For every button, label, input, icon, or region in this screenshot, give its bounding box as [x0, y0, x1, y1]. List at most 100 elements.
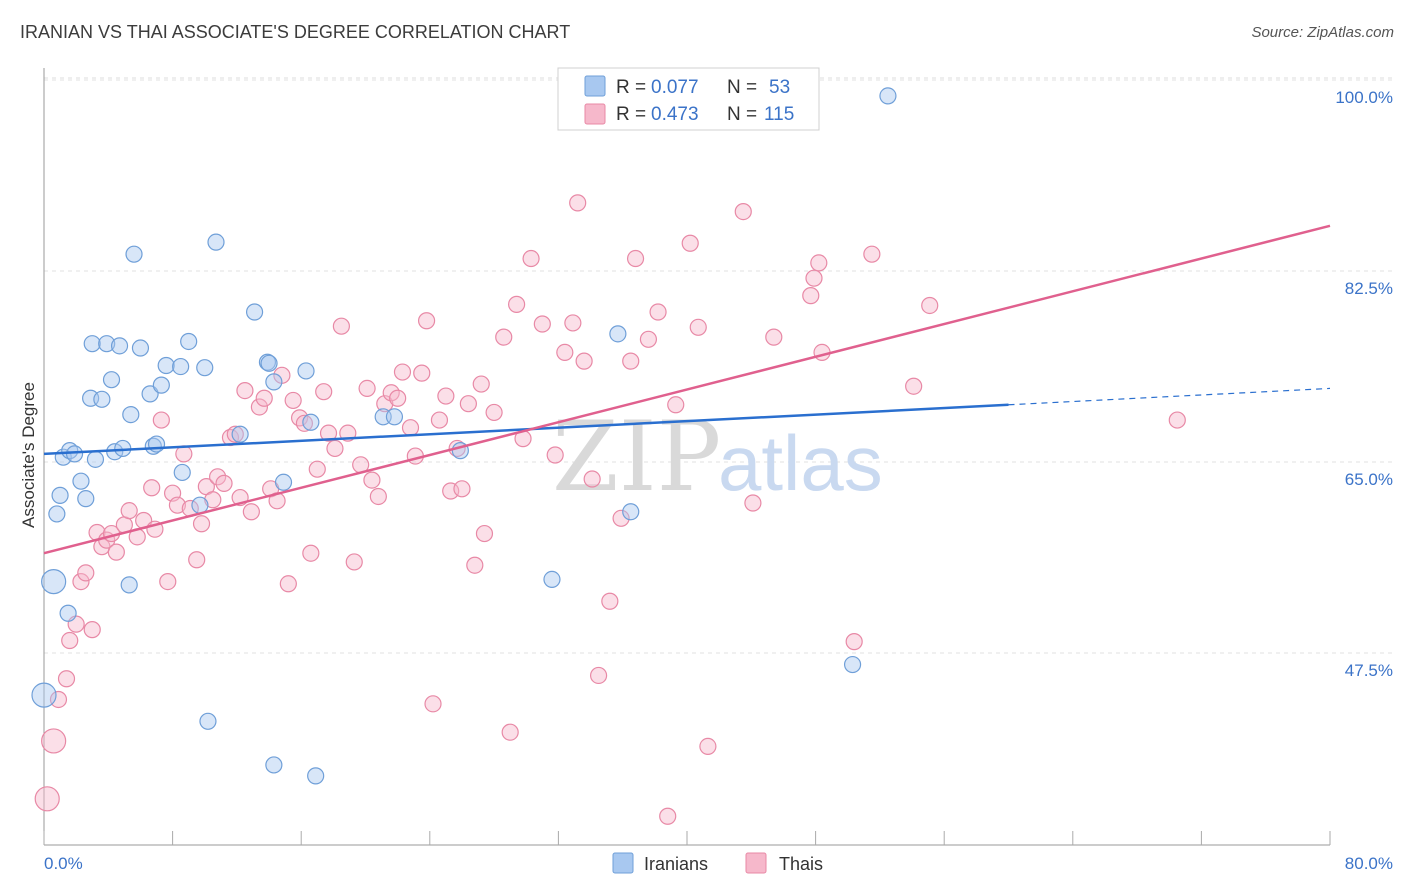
- thai-point: [813, 343, 831, 361]
- thai-point: [209, 468, 227, 486]
- watermark: ZIP atlas: [552, 401, 883, 513]
- thai-point: [49, 690, 68, 709]
- thai-point: [332, 317, 350, 335]
- thai-point: [845, 633, 863, 651]
- iranian-point: [31, 682, 57, 708]
- iranian-point: [385, 408, 404, 426]
- thai-point: [522, 249, 540, 268]
- iranian-point: [260, 354, 278, 372]
- thai-point: [1168, 411, 1186, 429]
- legend-n-label-thais: N =: [727, 104, 757, 125]
- iranian-point: [77, 490, 95, 508]
- thai-point: [401, 419, 420, 437]
- iranian-point: [41, 568, 67, 595]
- thai-point: [302, 544, 320, 562]
- iranian-point: [110, 337, 129, 355]
- iranian-point: [302, 413, 320, 431]
- thai-point: [389, 389, 407, 407]
- thai-point: [863, 245, 881, 263]
- thai-point: [569, 194, 587, 212]
- legend-n-value-thais: 115: [764, 104, 794, 125]
- legend-r-value-thais: 0.473: [651, 104, 699, 125]
- thai-point: [61, 631, 79, 650]
- thai-point: [41, 728, 67, 754]
- bottom-legend-swatch-iranians: [612, 852, 634, 874]
- thai-point: [564, 314, 582, 332]
- legend-swatch-iranians: [584, 75, 606, 97]
- thai-point: [345, 553, 363, 571]
- thai-point: [533, 315, 551, 333]
- iranian-point: [83, 335, 101, 353]
- iranian-point: [120, 576, 138, 594]
- thai-point: [295, 414, 314, 432]
- iranian-point: [86, 450, 105, 468]
- thai-point: [649, 303, 667, 321]
- iranian-point: [543, 570, 561, 589]
- thai-point: [369, 487, 387, 506]
- thai-point: [453, 480, 471, 498]
- iranian-point: [196, 359, 214, 377]
- legend-r-label-thais: R =: [616, 104, 646, 125]
- thai-point: [699, 737, 717, 756]
- iranian-point: [265, 373, 283, 391]
- thai-point: [417, 312, 436, 330]
- thai-point: [250, 398, 269, 416]
- iranian-point: [157, 356, 175, 375]
- thai-point: [612, 509, 630, 527]
- thai-point: [639, 330, 658, 348]
- thai-points: [34, 194, 1186, 825]
- thai-point: [159, 572, 177, 591]
- thai-point: [77, 564, 95, 582]
- thai-point: [242, 503, 260, 521]
- iranian-point: [199, 712, 217, 730]
- iranian-point: [622, 503, 640, 521]
- thai-point: [83, 621, 101, 639]
- x-tick-label-max: 80.0%: [1345, 854, 1393, 873]
- iranian-point: [72, 472, 90, 490]
- iranian-point: [141, 385, 159, 403]
- thai-point: [315, 383, 333, 401]
- thai-point: [601, 592, 619, 610]
- chart-source: Source: ZipAtlas.com: [1251, 24, 1394, 41]
- thai-point: [290, 409, 309, 427]
- iranian-point: [274, 473, 293, 491]
- thai-point: [472, 375, 490, 393]
- iranian-point: [231, 425, 249, 443]
- iranian-point: [609, 325, 627, 343]
- thai-point: [376, 395, 394, 413]
- x-ticks: [43, 831, 1331, 845]
- thai-point: [459, 395, 477, 413]
- legend-n-label-iranians: N =: [727, 77, 757, 98]
- thai-point: [413, 364, 431, 382]
- thai-point: [192, 515, 211, 533]
- thai-point: [143, 479, 161, 497]
- thai-point: [689, 318, 707, 336]
- y-tick-label: 65.0%: [1345, 470, 1393, 489]
- bottom-legend-label-iranians: Iranians: [644, 854, 708, 874]
- stats-legend: R = 0.077 N = 53 R = 0.473 N = 115: [557, 67, 820, 131]
- bottom-legend-swatch-thais: [745, 852, 767, 874]
- thai-point: [363, 471, 381, 489]
- thai-point: [236, 381, 254, 400]
- iranian-point: [93, 390, 111, 408]
- thai-point: [734, 203, 752, 221]
- iranian-point: [51, 486, 69, 504]
- thai-point: [152, 411, 170, 429]
- iranian-point: [265, 756, 283, 774]
- trend-line-thais: [43, 224, 1331, 555]
- iranian-point: [297, 362, 315, 380]
- thai-point: [308, 460, 326, 478]
- thai-point: [437, 387, 455, 405]
- trend-lines: [43, 224, 1331, 555]
- series-legend: Iranians Thais: [612, 852, 823, 874]
- thai-point: [546, 446, 564, 464]
- thai-point: [358, 379, 376, 398]
- iranian-point: [245, 303, 264, 321]
- y-tick-label: 100.0%: [1335, 88, 1393, 107]
- thai-point: [120, 502, 138, 520]
- chart-title: IRANIAN VS THAI ASSOCIATE'S DEGREE CORRE…: [20, 22, 571, 42]
- thai-point: [659, 807, 677, 825]
- legend-swatch-thais: [584, 103, 606, 125]
- thai-point: [57, 670, 76, 688]
